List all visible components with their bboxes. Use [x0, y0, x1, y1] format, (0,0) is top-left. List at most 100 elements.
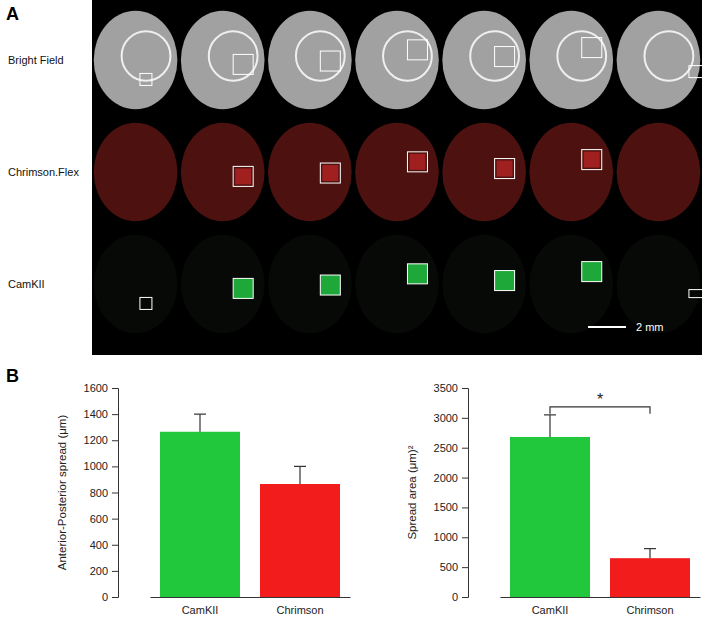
- brain-section: [94, 11, 178, 110]
- panel-label: A: [6, 4, 19, 24]
- y-tick-label: 200: [90, 565, 108, 577]
- y-tick: 1600: [84, 382, 118, 394]
- error-bar: [544, 415, 556, 437]
- x-axis: CamKII Chrimson: [151, 597, 351, 616]
- error-bar: [194, 414, 206, 432]
- brain-section: [355, 11, 439, 110]
- section-shape: [617, 11, 701, 110]
- section-shape: [181, 235, 265, 334]
- y-tick-label: 500: [440, 561, 458, 573]
- region-box: [140, 73, 152, 85]
- y-tick: 500: [440, 561, 468, 573]
- region-box: [407, 152, 427, 172]
- section-shape: [442, 123, 526, 222]
- region-box: [689, 290, 702, 298]
- region-box: [320, 51, 340, 71]
- section-detail: [557, 31, 606, 80]
- section-detail: [644, 31, 693, 80]
- section-shape: [617, 235, 701, 334]
- x-tick: CamKII: [532, 597, 569, 616]
- y-tick-label: 3000: [434, 412, 458, 424]
- brain-section: [181, 11, 265, 110]
- y-tick-mark: [462, 448, 468, 449]
- region-box: [407, 40, 427, 60]
- error-bar-cap: [294, 466, 306, 467]
- scale-bar-label: 2 mm: [636, 321, 664, 333]
- y-tick-label: 2000: [434, 472, 458, 484]
- y-tick-label: 800: [90, 487, 108, 499]
- y-tick-mark: [112, 571, 118, 572]
- error-bar-cap: [644, 548, 656, 549]
- x-tick: Chrimson: [276, 597, 323, 616]
- x-axis-line: [501, 597, 701, 598]
- x-tick-label: Chrimson: [276, 604, 323, 616]
- brain-section: [181, 235, 265, 334]
- y-axis-title: Spread area (μm)²: [406, 445, 418, 539]
- image-panel: Bright FieldChrimson.FlexCamKII2 mm: [8, 0, 702, 355]
- expression-spot: [407, 264, 427, 284]
- y-tick-mark: [112, 493, 118, 494]
- x-tick-label: CamKII: [182, 604, 219, 616]
- section-shape: [442, 11, 526, 110]
- y-tick-mark: [462, 567, 468, 568]
- x-tick-label: CamKII: [532, 604, 569, 616]
- y-tick: 800: [90, 487, 118, 499]
- y-tick-mark: [112, 545, 118, 546]
- y-tick-mark: [462, 597, 468, 598]
- brain-section: [442, 11, 526, 110]
- region-box: [233, 166, 253, 186]
- bar: [510, 437, 590, 597]
- section-shape: [181, 123, 265, 222]
- expression-spot: [322, 165, 338, 181]
- x-tick-label: Chrimson: [626, 604, 673, 616]
- region-box: [495, 271, 515, 291]
- plot-area: [510, 415, 690, 597]
- brain-section: [617, 123, 701, 222]
- section-shape: [529, 235, 613, 334]
- y-tick-label: 1000: [434, 531, 458, 543]
- y-tick: 2500: [434, 442, 468, 454]
- region-box: [689, 66, 702, 78]
- region-box: [320, 163, 340, 183]
- bar-chart: 0500100015002000250030003500CamKIIChrims…: [406, 382, 701, 616]
- y-tick-mark: [462, 537, 468, 538]
- expression-spot: [409, 154, 425, 170]
- brain-section: [529, 235, 613, 334]
- section-shape: [268, 123, 352, 222]
- y-tick-label: 1500: [434, 501, 458, 513]
- expression-spot: [233, 278, 253, 298]
- y-tick: 1400: [84, 408, 118, 420]
- region-box: [582, 38, 602, 58]
- error-bar: [644, 549, 656, 559]
- y-axis: 02004006008001000120014001600: [84, 382, 119, 603]
- y-tick-mark: [462, 418, 468, 419]
- significance-bracket: [550, 407, 650, 414]
- region-box: [582, 150, 602, 170]
- row-label: Bright Field: [8, 54, 64, 66]
- expression-spot: [320, 275, 340, 295]
- panel-label: B: [6, 366, 19, 386]
- brain-section: [181, 123, 265, 222]
- y-axis-line: [112, 389, 119, 598]
- expression-spot: [497, 161, 513, 177]
- region-box: [495, 159, 515, 179]
- y-tick-mark: [112, 466, 118, 467]
- region-box: [140, 297, 152, 309]
- row-label: Chrimson.Flex: [8, 166, 79, 178]
- expression-spot: [584, 152, 600, 168]
- bar: [610, 558, 690, 597]
- error-bar-cap: [544, 414, 556, 415]
- y-tick-label: 0: [102, 591, 108, 603]
- y-tick-mark: [462, 388, 468, 389]
- brain-section: [268, 123, 352, 222]
- brain-section: [94, 235, 178, 334]
- x-tick: CamKII: [182, 597, 219, 616]
- section-detail: [296, 31, 345, 80]
- bar: [260, 484, 340, 597]
- y-tick: 3500: [434, 382, 468, 394]
- section-shape: [268, 11, 352, 110]
- y-axis: 0500100015002000250030003500: [434, 382, 469, 603]
- error-bar-stem: [299, 466, 300, 484]
- section-shape: [94, 235, 178, 334]
- y-tick: 3000: [434, 412, 468, 424]
